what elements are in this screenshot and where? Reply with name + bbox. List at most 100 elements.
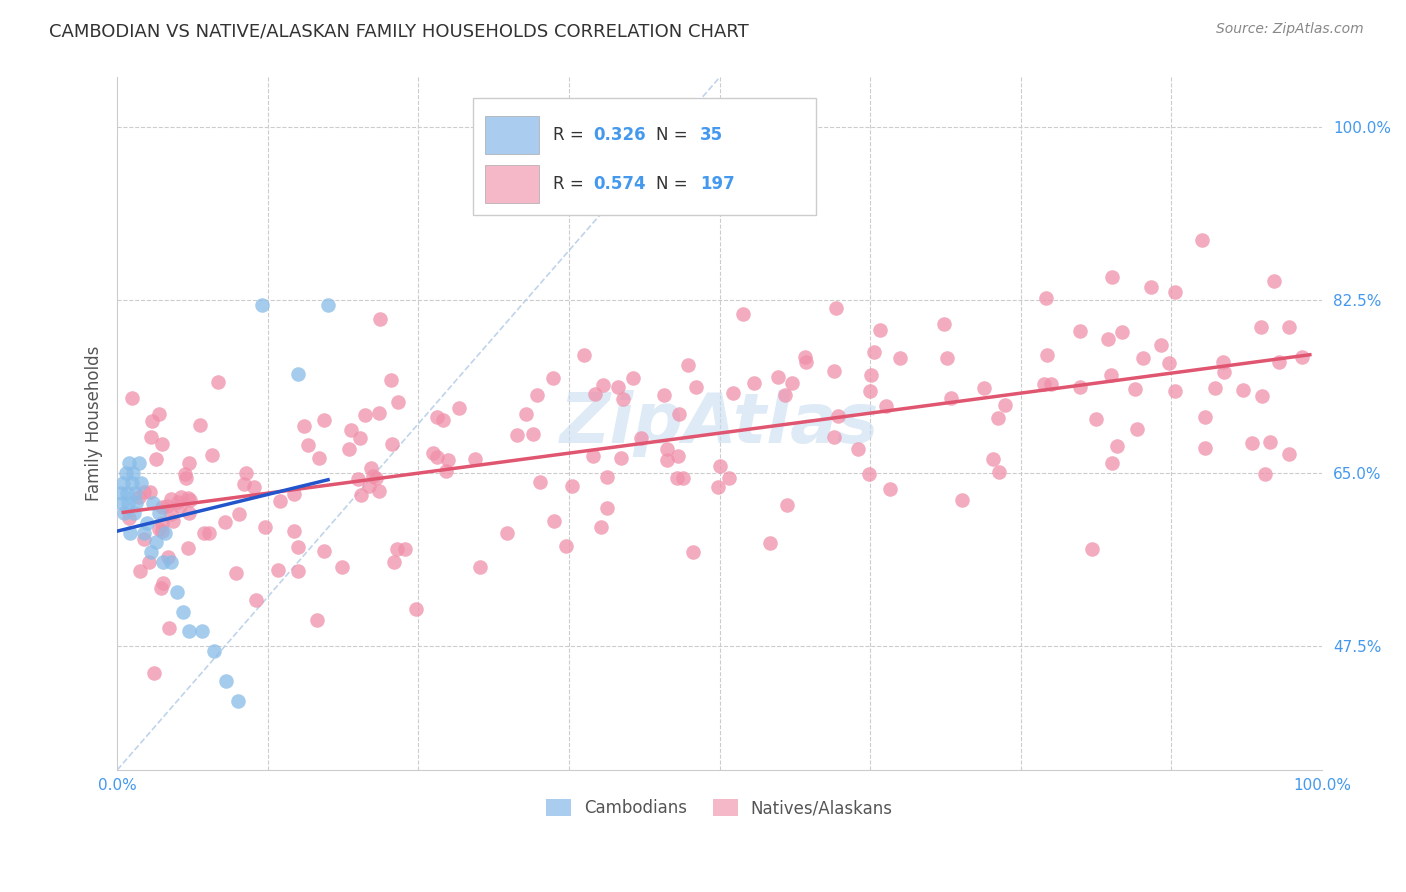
Point [169,500,191,514]
Point [129,476,152,491]
Text: R =: R = [554,126,589,144]
Point [145,452,167,467]
Point [731,307,754,321]
Point [1164,285,1187,299]
Point [141,414,163,428]
Point [207,375,229,389]
Point [128,456,150,470]
Point [1278,447,1301,461]
Point [380,373,402,387]
Point [1080,542,1102,557]
Point [612,392,634,407]
Point [160,491,183,506]
Point [655,442,678,457]
Point [202,644,225,658]
Point [138,555,160,569]
Point [869,323,891,337]
Point [121,466,143,480]
Point [155,525,177,540]
Point [685,380,707,394]
Point [143,666,166,681]
Point [1164,384,1187,399]
Point [1085,412,1108,426]
Point [426,450,449,464]
Point [382,555,405,569]
Point [858,384,880,399]
Point [682,545,704,559]
Point [1204,381,1226,395]
Point [879,482,901,496]
Point [117,511,139,525]
Point [308,450,330,465]
Point [759,536,782,550]
Point [623,371,645,385]
Point [141,430,163,444]
Point [136,516,159,530]
Point [254,520,277,534]
Point [846,442,869,456]
Point [316,298,339,312]
Point [117,496,139,510]
Point [177,541,200,556]
Point [522,427,544,442]
Point [1253,467,1275,482]
Point [434,465,457,479]
Point [823,429,845,443]
FancyBboxPatch shape [485,116,538,153]
Point [287,541,309,555]
Point [267,563,290,577]
Point [122,506,145,520]
Y-axis label: Family Households: Family Households [86,346,103,501]
Point [250,298,273,312]
Point [235,466,257,480]
FancyBboxPatch shape [472,98,815,215]
Point [114,466,136,480]
Point [742,376,765,390]
Point [1241,435,1264,450]
Text: 0.574: 0.574 [593,176,645,194]
Point [120,525,142,540]
Point [294,419,316,434]
Point [357,479,380,493]
Point [363,468,385,483]
Point [506,428,529,442]
Point [152,516,174,530]
Point [110,486,132,500]
Point [437,453,460,467]
Point [394,542,416,557]
Point [287,368,309,382]
Point [150,500,173,514]
Text: N =: N = [655,176,693,194]
Point [589,520,612,534]
Point [824,301,846,315]
Point [340,423,363,437]
Point [201,448,224,462]
Point [214,673,236,688]
Point [111,496,134,510]
Point [583,387,606,401]
Point [312,544,335,558]
Point [169,490,191,504]
Point [283,524,305,539]
Point [652,388,675,402]
Point [193,525,215,540]
Point [139,545,162,559]
Point [596,501,619,516]
Point [179,493,201,508]
Point [1111,325,1133,339]
Point [139,485,162,500]
Point [1268,355,1291,369]
Point [1139,279,1161,293]
Point [1194,410,1216,425]
Point [228,507,250,521]
Point [162,514,184,528]
Point [1101,270,1123,285]
Point [862,345,884,359]
Point [447,401,470,415]
Point [121,391,143,405]
Point [172,605,194,619]
Point [595,470,617,484]
Point [1105,439,1128,453]
Point [297,438,319,452]
Point [1123,383,1146,397]
